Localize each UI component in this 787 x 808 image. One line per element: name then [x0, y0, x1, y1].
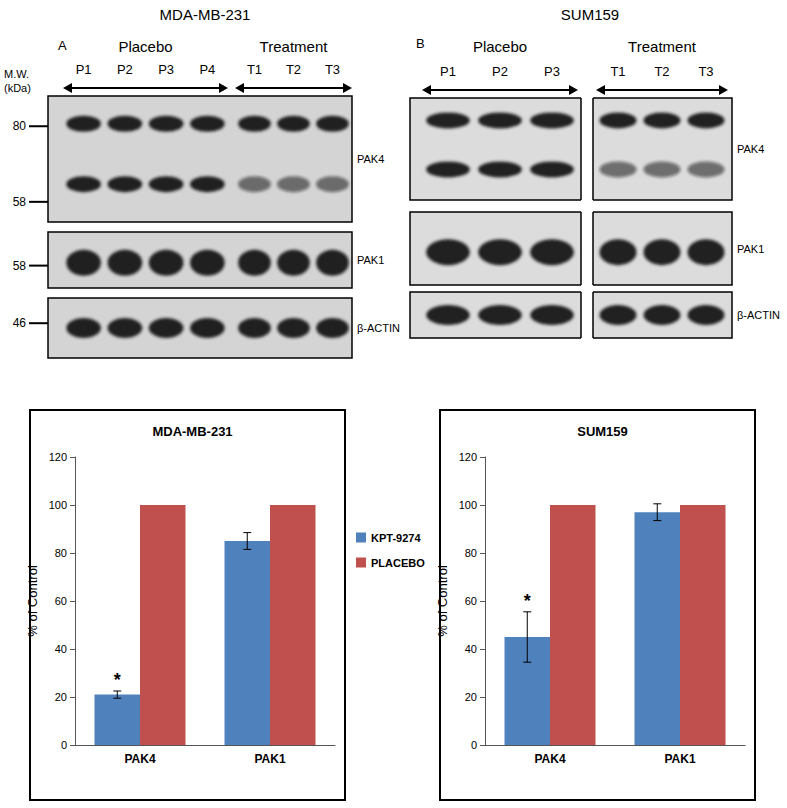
svg-text:60: 60	[55, 595, 67, 607]
svg-text:P1: P1	[440, 64, 456, 79]
svg-text:T3: T3	[698, 64, 713, 79]
svg-text:P4: P4	[199, 62, 215, 77]
svg-text:*: *	[524, 591, 531, 611]
svg-text:80: 80	[465, 547, 477, 559]
svg-text:T2: T2	[654, 64, 669, 79]
svg-text:T1: T1	[610, 64, 625, 79]
svg-text:PAK1: PAK1	[254, 752, 285, 766]
svg-text:80: 80	[13, 119, 27, 133]
svg-text:100: 100	[459, 499, 477, 511]
svg-text:PAK4: PAK4	[124, 752, 155, 766]
svg-text:P3: P3	[158, 62, 174, 77]
svg-text:20: 20	[55, 691, 67, 703]
svg-text:T3: T3	[325, 62, 340, 77]
svg-text:SUM159: SUM159	[577, 424, 628, 439]
svg-text:20: 20	[465, 691, 477, 703]
svg-text:β-ACTIN: β-ACTIN	[737, 309, 780, 321]
svg-text:PAK1: PAK1	[357, 254, 384, 266]
svg-text:PLACEBO: PLACEBO	[371, 557, 425, 569]
svg-text:120: 120	[49, 451, 67, 463]
svg-text:120: 120	[459, 451, 477, 463]
svg-text:40: 40	[465, 643, 477, 655]
svg-text:PAK4: PAK4	[534, 752, 565, 766]
svg-text:46: 46	[13, 316, 27, 330]
svg-text:B: B	[416, 36, 425, 51]
svg-text:MDA-MB-231: MDA-MB-231	[160, 6, 251, 23]
svg-text:40: 40	[55, 643, 67, 655]
svg-text:100: 100	[49, 499, 67, 511]
svg-text:80: 80	[55, 547, 67, 559]
svg-text:60: 60	[465, 595, 477, 607]
svg-text:58: 58	[13, 195, 27, 209]
svg-text:PAK4: PAK4	[737, 143, 764, 155]
svg-text:P1: P1	[76, 62, 92, 77]
svg-text:*: *	[114, 670, 121, 690]
svg-text:Placebo: Placebo	[473, 38, 527, 55]
svg-text:β-ACTIN: β-ACTIN	[357, 322, 400, 334]
svg-text:PAK1: PAK1	[664, 752, 695, 766]
svg-text:Treatment: Treatment	[628, 38, 697, 55]
svg-text:MDA-MB-231: MDA-MB-231	[152, 424, 232, 439]
svg-text:PAK4: PAK4	[357, 153, 384, 165]
svg-text:KPT-9274: KPT-9274	[371, 532, 421, 544]
svg-text:PAK1: PAK1	[737, 243, 764, 255]
svg-text:0: 0	[61, 739, 67, 751]
svg-text:0: 0	[471, 739, 477, 751]
svg-text:T2: T2	[286, 62, 301, 77]
svg-text:Placebo: Placebo	[118, 38, 172, 55]
svg-text:58: 58	[13, 259, 27, 273]
svg-text:SUM159: SUM159	[561, 6, 619, 23]
svg-text:(kDa): (kDa)	[4, 82, 31, 94]
svg-text:T1: T1	[247, 62, 262, 77]
svg-text:Treatment: Treatment	[260, 38, 329, 55]
svg-text:% of Control: % of Control	[25, 565, 40, 637]
svg-text:% of Control: % of Control	[435, 565, 450, 637]
svg-text:P2: P2	[117, 62, 133, 77]
svg-text:P3: P3	[544, 64, 560, 79]
svg-text:A: A	[58, 38, 67, 53]
svg-text:P2: P2	[492, 64, 508, 79]
svg-text:M.W.: M.W.	[4, 68, 29, 80]
